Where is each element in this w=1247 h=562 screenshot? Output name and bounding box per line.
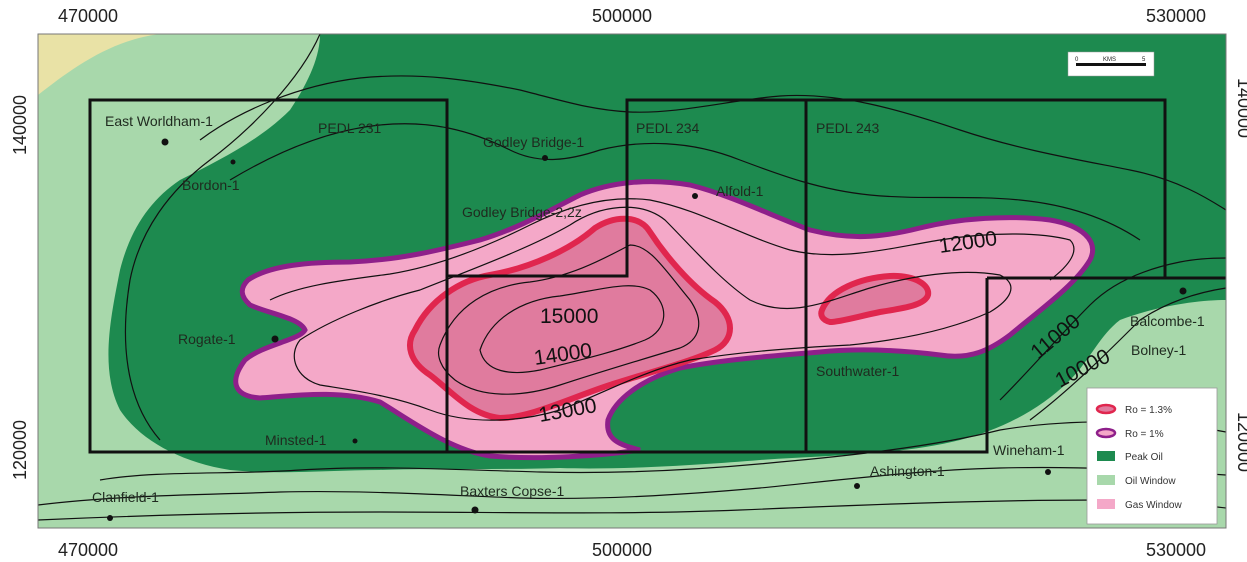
licence-label: PEDL 231	[318, 120, 382, 136]
well-marker	[271, 335, 279, 343]
well-marker	[542, 155, 548, 161]
scale-start: 0	[1075, 57, 1079, 63]
well-marker	[161, 138, 169, 146]
legend-label: Gas Window	[1125, 500, 1182, 511]
legend-swatch-ro1	[1095, 427, 1117, 439]
well-label: Godley Bridge-1	[483, 134, 584, 150]
scale-unit: KMS	[1103, 57, 1116, 63]
map-frame	[37, 33, 1227, 529]
axis-tick-top: 500000	[592, 6, 652, 26]
ro13-core-main	[407, 215, 733, 422]
well-marker	[352, 438, 358, 444]
well-label: Balcombe-1	[1130, 313, 1205, 329]
axis-tick-right: 140000	[1234, 78, 1247, 138]
well-label: Wineham-1	[993, 442, 1065, 458]
contour-line-14000	[437, 244, 700, 395]
well-label: Southwater-1	[816, 363, 899, 379]
legend-swatch-peak-oil	[1097, 451, 1115, 461]
contour-line-12000	[269, 198, 1075, 301]
scale-bar: 0 KMS 5	[1067, 51, 1155, 77]
licence-label: PEDL 243	[816, 120, 880, 136]
contour-line-13000	[293, 206, 1012, 421]
legend-label: Peak Oil	[1125, 452, 1163, 463]
legend-swatch-ro13	[1095, 403, 1117, 415]
contour-line-15000	[479, 285, 665, 374]
legend: Ro = 1.3% Ro = 1% Peak Oil Oil Window Ga…	[1086, 387, 1218, 525]
ro13-core-east	[818, 272, 932, 326]
well-label: Clanfield-1	[92, 489, 159, 505]
well-label: Godley Bridge-2,2z	[462, 204, 582, 220]
well-label: Ashington-1	[870, 463, 945, 479]
axis-tick-bottom: 500000	[592, 540, 652, 560]
legend-swatch-gas-window	[1097, 499, 1115, 509]
licence-label: PEDL 234	[636, 120, 700, 136]
legend-label: Oil Window	[1125, 476, 1176, 487]
well-label: Bolney-1	[1131, 342, 1186, 358]
licence-block-pedl243	[806, 98, 1226, 454]
legend-swatch-oil-window	[1097, 475, 1115, 485]
scale-end: 5	[1142, 57, 1146, 63]
well-label: Rogate-1	[178, 331, 236, 347]
well-markers	[107, 138, 1187, 521]
well-label: Minsted-1	[265, 432, 327, 448]
contour-line-11000	[999, 257, 1227, 401]
well-label: East Worldham-1	[105, 113, 213, 129]
well-marker	[230, 159, 236, 165]
well-marker	[692, 193, 698, 199]
well-marker	[107, 515, 113, 521]
contour-line-outer-s2	[37, 466, 1227, 506]
well-marker	[854, 483, 860, 489]
well-label: Alfold-1	[716, 183, 764, 199]
well-label: Bordon-1	[182, 177, 240, 193]
contour-line-10000	[1029, 287, 1227, 421]
licence-blocks	[88, 98, 1226, 454]
contour-label: 15000	[540, 305, 598, 328]
axis-tick-top: 530000	[1146, 6, 1206, 26]
axis-tick-bottom: 470000	[58, 540, 118, 560]
legend-label: Ro = 1.3%	[1125, 405, 1172, 416]
well-marker	[1179, 287, 1187, 295]
axis-tick-right: 120000	[1234, 412, 1247, 472]
contour-line-outer-n3	[229, 123, 1141, 241]
axis-tick-left: 140000	[10, 95, 30, 155]
legend-label: Ro = 1%	[1125, 429, 1164, 440]
well-marker	[471, 506, 479, 514]
axis-tick-top: 470000	[58, 6, 118, 26]
well-label: Baxters Copse-1	[460, 483, 564, 499]
axis-tick-left: 120000	[10, 420, 30, 480]
well-marker	[1045, 469, 1051, 475]
contour-line-outer-n2	[199, 75, 1227, 211]
axis-tick-bottom: 530000	[1146, 540, 1206, 560]
